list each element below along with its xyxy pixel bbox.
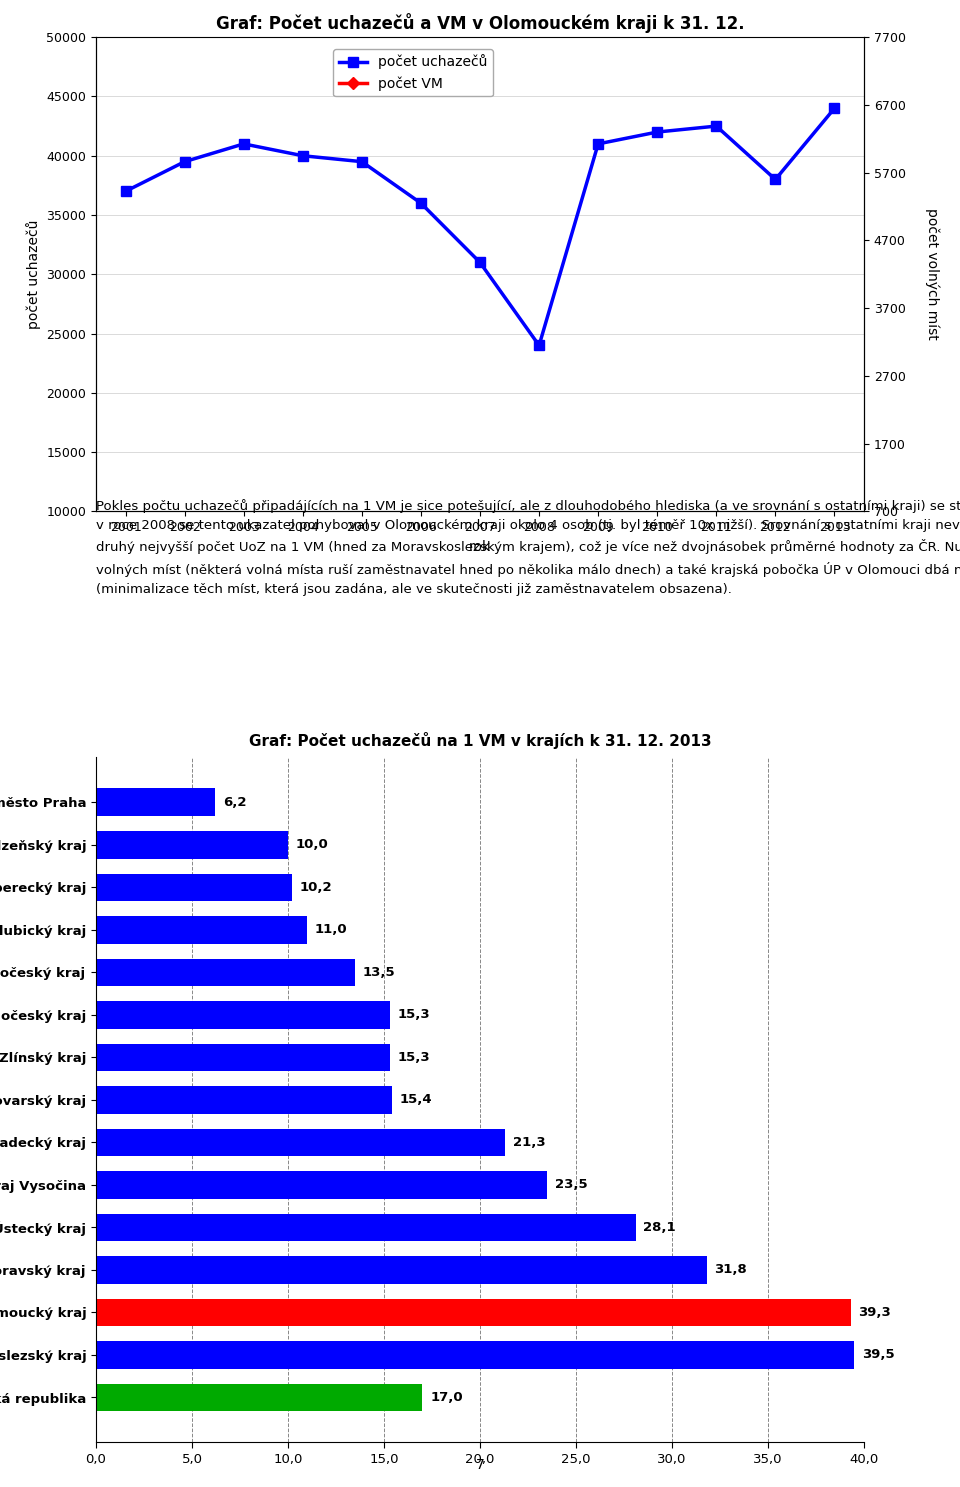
Text: 23,5: 23,5 xyxy=(555,1178,588,1191)
Title: Graf: Počet uchazečů a VM v Olomouckém kraji k 31. 12.: Graf: Počet uchazečů a VM v Olomouckém k… xyxy=(216,13,744,33)
Text: 7: 7 xyxy=(475,1459,485,1472)
X-axis label: rok: rok xyxy=(468,540,492,553)
Text: 39,3: 39,3 xyxy=(858,1306,891,1319)
Text: 39,5: 39,5 xyxy=(862,1349,895,1362)
Bar xyxy=(96,1129,505,1157)
Y-axis label: počet volných míst: počet volných míst xyxy=(925,208,940,341)
Text: 10,0: 10,0 xyxy=(296,839,328,852)
Text: Pokles počtu uchazečů připadájících na 1 VM je sice potešující, ale z dlouhodobé: Pokles počtu uchazečů připadájících na 1… xyxy=(96,500,960,595)
Bar xyxy=(96,916,307,944)
Bar xyxy=(96,1172,547,1199)
Text: 15,4: 15,4 xyxy=(399,1093,432,1106)
Text: 31,8: 31,8 xyxy=(714,1264,747,1276)
Text: 15,3: 15,3 xyxy=(397,1008,430,1022)
Text: 21,3: 21,3 xyxy=(513,1136,545,1149)
Bar xyxy=(96,788,215,816)
Y-axis label: počet uchazečů: počet uchazečů xyxy=(26,220,40,329)
Text: 17,0: 17,0 xyxy=(430,1390,463,1404)
Bar xyxy=(96,959,355,986)
Text: 11,0: 11,0 xyxy=(315,923,348,937)
Bar xyxy=(96,873,292,901)
Bar xyxy=(96,1257,707,1283)
Text: 28,1: 28,1 xyxy=(643,1221,676,1234)
Bar xyxy=(96,1213,636,1242)
Title: Graf: Počet uchazečů na 1 VM v krajích k 31. 12. 2013: Graf: Počet uchazečů na 1 VM v krajích k… xyxy=(249,732,711,749)
Text: 13,5: 13,5 xyxy=(363,967,396,978)
Bar xyxy=(96,1044,390,1071)
Text: 6,2: 6,2 xyxy=(223,796,246,809)
Text: 10,2: 10,2 xyxy=(300,880,332,894)
Text: 15,3: 15,3 xyxy=(397,1051,430,1063)
Bar xyxy=(96,1341,854,1368)
Bar xyxy=(96,1001,390,1029)
Bar xyxy=(96,1383,422,1411)
Bar xyxy=(96,831,288,858)
Bar xyxy=(96,1086,392,1114)
Bar xyxy=(96,1298,851,1326)
Legend: počet uchazečů, počet VM: počet uchazečů, počet VM xyxy=(333,49,492,97)
